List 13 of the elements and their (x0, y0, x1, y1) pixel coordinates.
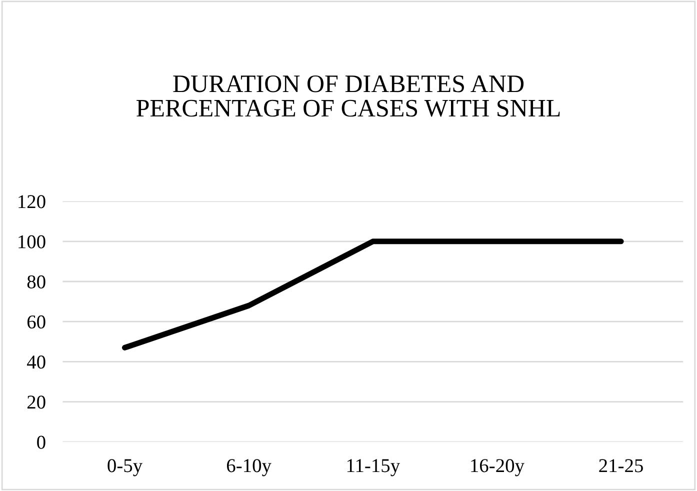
chart-title: DURATION OF DIABETES AND PERCENTAGE OF CASES WITH SNHL (136, 75, 560, 117)
y-tick-label: 20 (27, 396, 46, 409)
x-tick-label: 21-25 (599, 459, 643, 472)
y-tick-label: 60 (27, 315, 46, 329)
y-tick-label: 80 (27, 275, 46, 288)
x-tick-label: 6-10y (226, 459, 272, 476)
x-tick-label: 16-20y (471, 459, 524, 476)
y-tick-label: 120 (18, 195, 46, 208)
x-tick-label: 11-15y (347, 459, 400, 476)
y-tick-label: 0 (37, 436, 46, 449)
y-tick-label: 40 (27, 356, 46, 369)
x-tick-label: 0-5y (108, 459, 143, 476)
y-tick-label: 100 (18, 235, 46, 248)
